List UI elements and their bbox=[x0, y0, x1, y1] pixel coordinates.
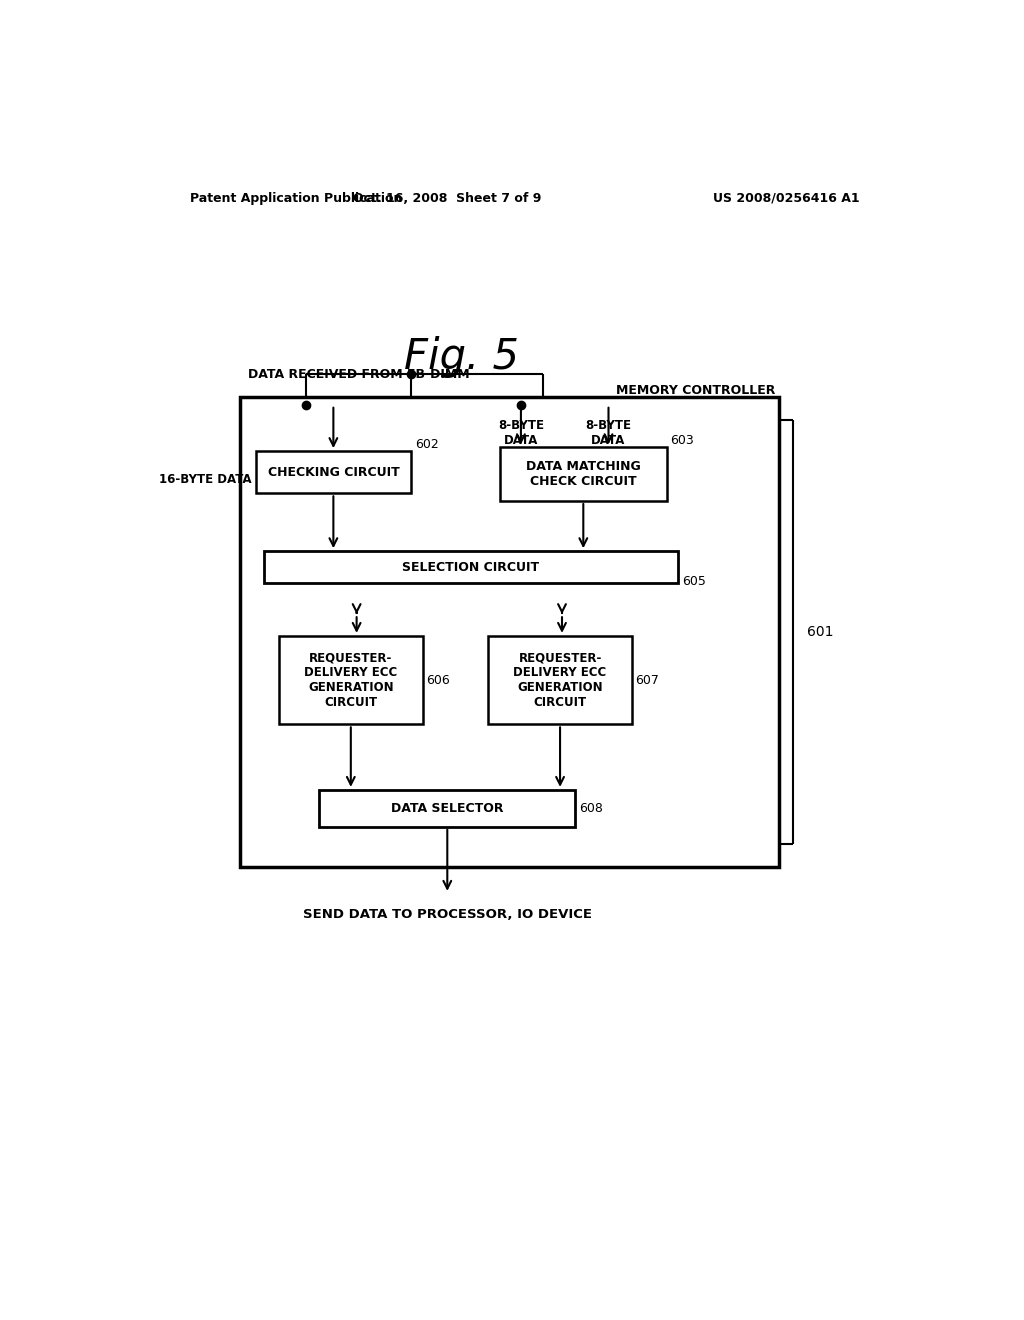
Text: REQUESTER-
DELIVERY ECC
GENERATION
CIRCUIT: REQUESTER- DELIVERY ECC GENERATION CIRCU… bbox=[304, 651, 397, 709]
Bar bbox=[256, 451, 411, 494]
Text: Oct. 16, 2008  Sheet 7 of 9: Oct. 16, 2008 Sheet 7 of 9 bbox=[353, 191, 542, 205]
Text: US 2008/0256416 A1: US 2008/0256416 A1 bbox=[713, 191, 859, 205]
Text: 605: 605 bbox=[682, 576, 706, 589]
Bar bbox=[500, 447, 667, 502]
Text: REQUESTER-
DELIVERY ECC
GENERATION
CIRCUIT: REQUESTER- DELIVERY ECC GENERATION CIRCU… bbox=[513, 651, 606, 709]
Text: DATA SELECTOR: DATA SELECTOR bbox=[391, 801, 504, 814]
Text: 608: 608 bbox=[579, 801, 603, 814]
Text: DATA RECEIVED FROM FB-DIMM: DATA RECEIVED FROM FB-DIMM bbox=[248, 367, 470, 380]
Text: 16-BYTE DATA: 16-BYTE DATA bbox=[160, 474, 252, 486]
Text: Patent Application Publication: Patent Application Publication bbox=[190, 191, 402, 205]
Text: 606: 606 bbox=[426, 673, 451, 686]
Bar bbox=[263, 552, 678, 583]
Bar bbox=[280, 636, 423, 725]
Text: 602: 602 bbox=[415, 438, 438, 451]
Text: CHECKING CIRCUIT: CHECKING CIRCUIT bbox=[267, 466, 399, 479]
Text: Fig. 5: Fig. 5 bbox=[403, 337, 519, 378]
Text: SEND DATA TO PROCESSOR, IO DEVICE: SEND DATA TO PROCESSOR, IO DEVICE bbox=[303, 908, 592, 921]
Text: SELECTION CIRCUIT: SELECTION CIRCUIT bbox=[402, 561, 540, 574]
Text: DATA MATCHING
CHECK CIRCUIT: DATA MATCHING CHECK CIRCUIT bbox=[526, 461, 641, 488]
Bar bbox=[488, 636, 632, 725]
Text: 607: 607 bbox=[636, 673, 659, 686]
Text: 8-BYTE
DATA: 8-BYTE DATA bbox=[586, 420, 632, 447]
Bar bbox=[319, 789, 575, 826]
Text: 601: 601 bbox=[807, 624, 834, 639]
Bar bbox=[241, 397, 779, 867]
Text: MEMORY CONTROLLER: MEMORY CONTROLLER bbox=[615, 384, 775, 397]
Text: 8-BYTE
DATA: 8-BYTE DATA bbox=[498, 420, 544, 447]
Text: 603: 603 bbox=[671, 434, 694, 447]
